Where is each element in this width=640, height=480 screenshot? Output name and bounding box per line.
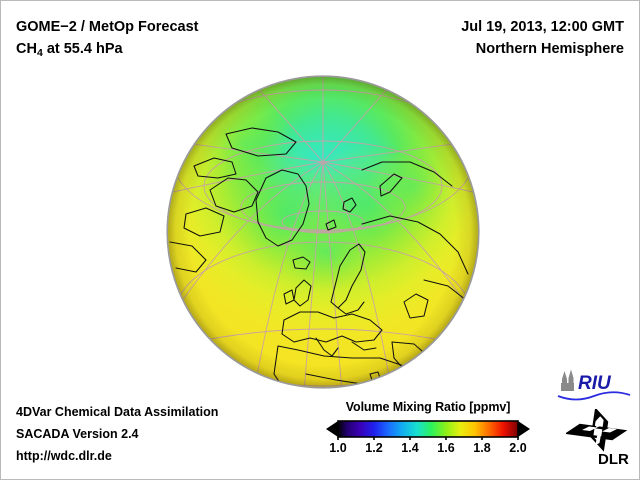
species-label: CH [16,41,37,57]
colorbar-tick-label: 1.4 [401,441,419,455]
globe-map [166,74,482,392]
colorbar-title: Volume Mixing Ratio [ppmv] [345,400,511,414]
coastline-south-asia [441,335,475,357]
colorbar-tick-label: 1.2 [365,441,383,455]
colorbar-tick-label: 1.0 [329,441,347,455]
colorbar: Volume Mixing Ratio [ppmv] 1.0 1.2 1.4 1.6 1… [312,400,544,459]
riu-wave-icon [557,391,631,401]
header-right: Jul 19, 2013, 12:00 GMT Northern Hemisph… [461,16,624,60]
cathedral-spires-icon [561,369,574,391]
datetime-label: Jul 19, 2013, 12:00 GMT [461,19,624,35]
footer-line-1: 4DVar Chemical Data Assimilation [16,405,219,419]
colorbar-tick-label: 2.0 [509,441,527,455]
globe-shading [168,77,478,387]
header-left: GOME−2 / MetOp Forecast CH4 at 55.4 hPa [16,16,199,61]
dlr-wordmark: DLR [598,451,629,467]
colorbar-gradient [337,420,519,438]
dlr-logo: DLR [564,407,632,468]
riu-logo: RIU [556,369,632,403]
riu-wordmark: RIU [578,373,612,394]
colorbar-extend-low [326,421,338,437]
footer-line-3: http://wdc.dlr.de [16,449,112,463]
colorbar-ticks [337,437,519,441]
species-level-title: CH4 at 55.4 hPa [16,38,199,61]
colorbar-extend-high [518,421,530,437]
colorbar-tick-labels: 1.0 1.2 1.4 1.6 1.8 2.0 [312,441,544,459]
species-subscript: 4 [36,47,43,59]
footer-credits: 4DVar Chemical Data Assimilation SACADA … [16,401,218,467]
colorbar-tick-label: 1.8 [473,441,491,455]
pressure-level-label: at 55.4 hPa [42,41,123,57]
globe-limb [166,75,480,389]
footer-line-2: SACADA Version 2.4 [16,427,139,441]
colorbar-tick-label: 1.6 [437,441,455,455]
dlr-star-icon [564,407,628,452]
globe-disk [168,77,478,387]
instrument-title: GOME−2 / MetOp Forecast [16,19,199,35]
region-label: Northern Hemisphere [475,41,624,57]
colorbar-graphic [312,418,544,441]
